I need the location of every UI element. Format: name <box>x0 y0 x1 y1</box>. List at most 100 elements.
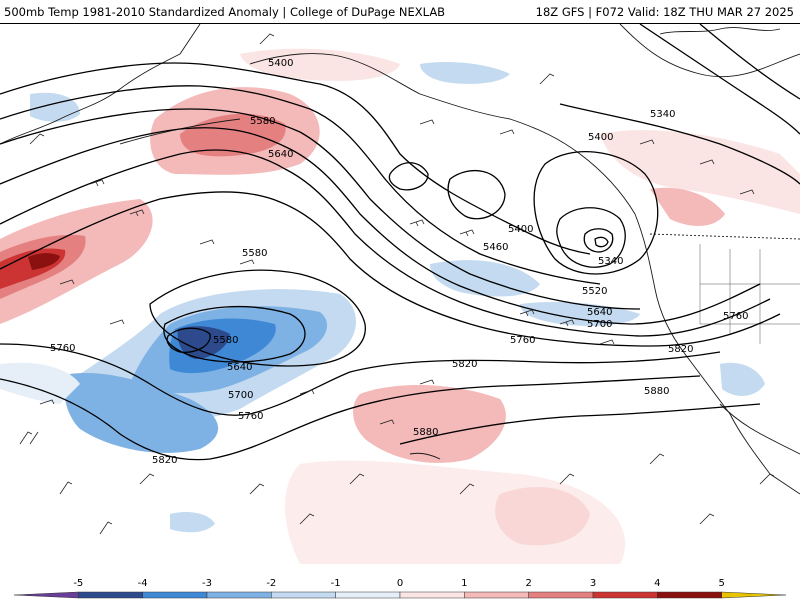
contour-5580-inner <box>166 327 211 353</box>
contour-5820 <box>0 375 701 461</box>
coast-na-west <box>579 153 800 495</box>
colorbar-tick-label: 2 <box>525 578 531 589</box>
contour-label: 5820 <box>152 455 177 466</box>
colorbar-bin <box>271 591 336 599</box>
contour-label: 5880 <box>413 427 438 438</box>
barb <box>519 309 535 317</box>
contour-label: 5640 <box>268 149 293 160</box>
colorbar-tick-label: -5 <box>73 578 83 589</box>
boundary-states <box>699 244 800 344</box>
contour-label: 5880 <box>644 386 669 397</box>
barb <box>99 521 113 535</box>
barb <box>759 473 775 485</box>
colorbar-bin <box>657 591 722 599</box>
colorbar-bin <box>464 591 529 599</box>
barb <box>109 319 125 325</box>
barb <box>559 319 575 327</box>
barb <box>139 473 155 485</box>
barb <box>349 473 365 485</box>
barb <box>39 399 55 405</box>
cool-light-southwest <box>170 512 215 533</box>
warm-light-south <box>285 460 626 564</box>
contour-5520 <box>0 108 641 310</box>
contour-label: 5760 <box>50 343 75 354</box>
colorbar-tick-label: 4 <box>654 578 660 589</box>
colorbar-tick-label: -4 <box>138 578 148 589</box>
coast-alaska <box>249 53 581 155</box>
barb <box>249 483 265 495</box>
contour-label: 5340 <box>650 109 675 120</box>
contour-label: 5700 <box>228 390 253 401</box>
barb <box>29 133 45 145</box>
contour-label: 5640 <box>227 362 252 373</box>
map-title: 500mb Temp 1981-2010 Standardized Anomal… <box>4 5 446 19</box>
warm-anomaly-gulf-core <box>180 113 286 157</box>
contour-5700 <box>0 191 781 347</box>
cool-light-bc <box>430 260 540 297</box>
barb <box>539 73 555 85</box>
coast-hawaii <box>409 452 441 460</box>
colorbar-bin <box>206 591 272 599</box>
barb <box>259 33 275 45</box>
barb <box>59 481 73 495</box>
contour-northeast-2 <box>699 24 800 100</box>
contour-5580-low <box>149 269 366 367</box>
contour-5640-low <box>163 305 306 363</box>
contour-5460 <box>0 85 601 285</box>
contour-low-bc-4 <box>594 236 609 248</box>
colorbar-tick-label: 5 <box>718 578 724 589</box>
colorbar-bin <box>592 591 658 599</box>
barb <box>419 379 435 385</box>
colorbar-bin <box>142 591 208 599</box>
barb <box>89 179 105 187</box>
boundary-us-canada <box>649 233 800 240</box>
barb <box>639 139 655 145</box>
barb <box>739 189 755 195</box>
barb <box>599 339 615 345</box>
contour-label: 5520 <box>582 286 607 297</box>
colorbar-tick-label: 3 <box>590 578 596 589</box>
colorbar-ticks: -5 -4 -3 -2 -1 0 1 2 3 4 5 <box>73 578 725 589</box>
contour-5760 <box>0 343 721 416</box>
contour-label: 5400 <box>508 224 533 235</box>
colorbar-bins <box>13 591 787 599</box>
colorbar-tick-label: -2 <box>266 578 276 589</box>
contour-label: 5460 <box>483 242 508 253</box>
contour-labels: 5400 5580 5640 5400 5340 5400 5460 5340 … <box>50 58 748 466</box>
title-bar: 500mb Temp 1981-2010 Standardized Anomal… <box>0 0 800 24</box>
barb <box>419 119 435 125</box>
colorbar-bin <box>399 591 465 599</box>
contour-5640 <box>0 149 771 337</box>
cool-anomaly-west-lobe <box>64 373 219 453</box>
contour-5400 <box>0 62 591 255</box>
barb <box>239 259 255 265</box>
warm-anomaly-subtropics <box>353 384 506 463</box>
coastlines <box>0 24 800 495</box>
cool-anomaly-central-core <box>177 326 230 359</box>
barb <box>299 389 315 395</box>
colorbar-tick-label: 1 <box>461 578 467 589</box>
contour-label: 5580 <box>213 335 238 346</box>
contour-ak-low-2 <box>447 170 506 220</box>
contour-label: 5340 <box>598 256 623 267</box>
colorbar-tick-label: 0 <box>397 578 403 589</box>
contour-label: 5760 <box>723 311 748 322</box>
warm-light-pnw <box>650 187 725 226</box>
contour-northeast-3 <box>559 103 800 185</box>
contour-label: 5580 <box>242 248 267 259</box>
height-contours <box>0 24 800 461</box>
anomaly-colorbar: -5 -4 -3 -2 -1 0 1 2 3 4 5 <box>0 574 800 600</box>
coast-canada-arctic <box>659 27 781 35</box>
barb <box>459 483 475 495</box>
contour-low-bc-2 <box>556 207 626 268</box>
barb <box>379 419 395 425</box>
contour-label: 5400 <box>588 132 613 143</box>
colorbar-bin <box>528 591 594 599</box>
anomaly-shading <box>0 48 800 564</box>
contour-label: 5760 <box>510 335 535 346</box>
warm-anomaly-west <box>0 199 153 324</box>
contour-ak-low <box>388 162 429 191</box>
contour-5580 <box>0 127 761 325</box>
colorbar-bin <box>78 591 143 599</box>
